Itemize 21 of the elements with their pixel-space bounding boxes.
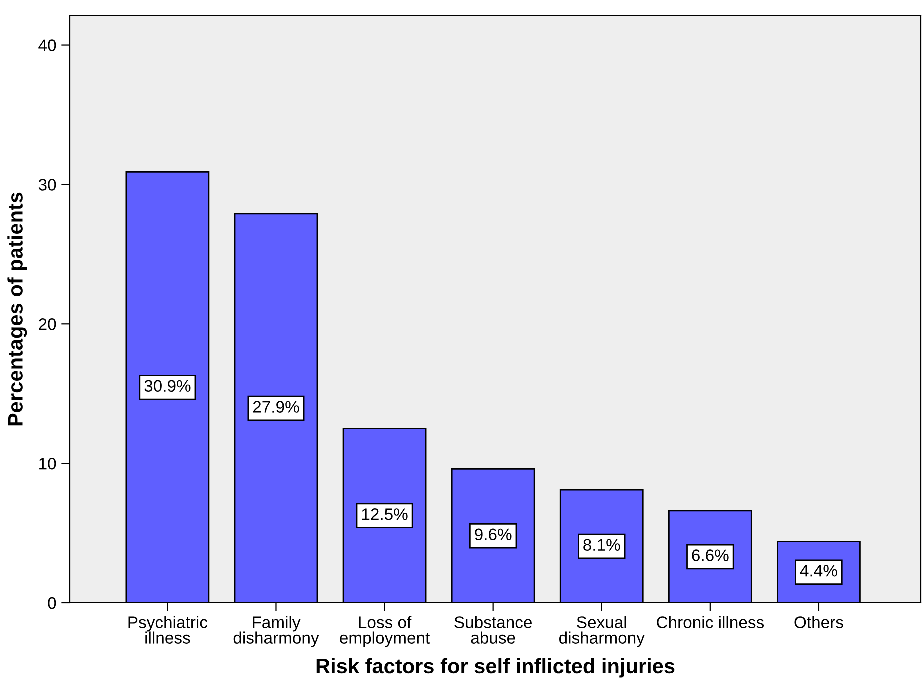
data-label: 30.9% <box>144 380 191 392</box>
data-label: 9.6% <box>475 528 512 541</box>
x-tick-label: Others <box>794 616 844 628</box>
y-axis-title: Percentages of patients <box>8 192 28 426</box>
x-axis-title: Risk factors for self inflicted injuries <box>316 658 675 678</box>
data-label: 4.4% <box>800 565 838 577</box>
y-tick-label: 20 <box>39 318 56 330</box>
x-tick-label: Chronic illness <box>657 616 764 628</box>
data-label: 27.9% <box>253 401 300 413</box>
y-tick-label: 10 <box>40 458 56 470</box>
x-tick-label: Substance abuse <box>454 616 532 644</box>
x-tick-label: Family disharmony <box>234 616 320 648</box>
data-label: 12.5% <box>362 508 408 520</box>
x-tick-label: Psychiatric illness <box>128 616 208 644</box>
data-label: 6.6% <box>692 550 729 562</box>
x-tick-label: Loss of employment <box>340 616 430 648</box>
y-tick-label: 30 <box>38 179 56 191</box>
x-tick-label: Sexual disharmony <box>560 616 645 648</box>
data-label: 8.1% <box>584 539 620 552</box>
y-tick-label: 0 <box>48 597 56 610</box>
y-tick-label: 40 <box>38 40 56 52</box>
